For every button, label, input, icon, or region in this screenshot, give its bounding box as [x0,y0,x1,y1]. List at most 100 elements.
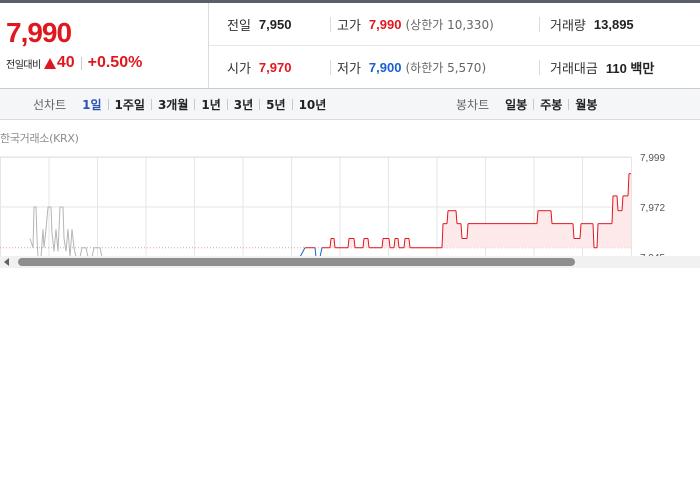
tab-3m[interactable]: 3개월 [157,97,189,112]
divider [330,17,331,32]
current-day-segment [299,247,306,257]
prev-close-label: 전일 [227,18,251,34]
tab-1y[interactable]: 1년 [201,97,221,112]
divider [568,98,570,110]
current-day-segment [455,210,458,224]
divider [291,98,293,110]
chart-scrollbar[interactable] [0,256,700,268]
current-price: 7,990 [6,17,72,48]
current-day-segment [388,238,391,248]
current-day-segment [314,247,317,257]
trade-value-value: 110 백만 [605,60,655,76]
prev-day-series [29,206,112,257]
candle-chart-tabs: 봉차트 일봉 주봉 월봉 [456,89,603,119]
divider [80,56,82,70]
price-summary: 7,990 전일대비 40 +0.50% [0,3,209,88]
prev-close-value: 7,950 [258,16,292,32]
open-label: 시가 [227,61,251,77]
stats-panel: 전일 7,950 고가 7,990 (상한가 10,330) 거래량 13,89… [209,3,700,88]
divider [259,98,261,110]
upper-limit: (상한가 10,330) [405,17,494,32]
divider [539,17,540,32]
current-day-segment [347,238,350,248]
current-day-segment [381,238,384,248]
current-day-segment [550,210,553,224]
divider [107,98,109,110]
current-day-segment [621,195,624,211]
price-chart: 7,999 7,972 7,945 [0,145,700,257]
divider [194,98,196,110]
open-value: 7,970 [258,59,292,75]
current-day-segment [611,195,614,224]
current-day-segment [572,223,575,239]
y-tick-label: 7,945 [640,253,665,257]
scroll-left-arrow-icon[interactable] [4,258,9,266]
divider [533,98,535,110]
current-day-segment [596,223,599,248]
trade-value-label: 거래대금 [550,61,598,77]
up-triangle-icon [43,57,56,69]
current-day-segment [353,238,356,248]
chart-svg: 7,999 7,972 7,945 [0,153,665,257]
candle-chart-label: 봉차트 [456,97,490,112]
change-label: 전일대비 [6,59,41,71]
current-day-segment [329,238,332,248]
trade-value-cell: 거래대금 110 백만 [550,46,654,88]
current-day-segment [446,210,449,224]
line-chart-label: 선차트 [33,97,67,112]
current-day-segment [592,223,595,248]
open-cell: 시가 7,970 [227,46,291,88]
scroll-thumb[interactable] [18,258,575,266]
stats-row-1: 전일 7,950 고가 7,990 (상한가 10,330) 거래량 13,89… [209,3,700,46]
current-day-segment [536,210,539,224]
up-area-fill [300,173,631,248]
high-cell: 고가 7,990 (상한가 10,330) [337,3,494,45]
current-day-segment [362,238,365,248]
divider [330,60,331,75]
current-day-segment [579,223,582,239]
volume-cell: 거래량 13,895 [550,3,634,45]
current-day-segment [616,195,619,211]
stats-row-2: 시가 7,970 저가 7,900 (하한가 5,570) 거래대금 110 백… [209,46,700,88]
top-border [0,0,700,3]
change-value: 40 [56,54,75,71]
change-row: 전일대비 40 +0.50% [6,54,142,72]
high-value: 7,990 [368,16,402,32]
volume-label: 거래량 [550,18,586,34]
low-value: 7,900 [368,59,402,75]
current-day-segment [441,223,444,248]
current-day-segment [403,238,406,248]
tab-weekly-candle[interactable]: 주봉 [540,97,563,112]
current-day-segment [393,238,396,248]
current-day-segment [333,238,336,248]
line-chart-tabs: 선차트 1일 1주일 3개월 1년 3년 5년 10년 [33,89,332,119]
current-day-segment [466,223,469,239]
y-tick-label: 7,999 [640,153,665,164]
tab-daily-candle[interactable]: 일봉 [505,97,528,112]
y-tick-label: 7,972 [640,203,665,214]
current-day-segment [397,238,400,248]
volume-value: 13,895 [593,16,634,32]
tab-3y[interactable]: 3년 [233,97,254,112]
low-cell: 저가 7,900 (하한가 5,570) [337,46,486,88]
tab-10y[interactable]: 10년 [298,97,327,112]
current-day-segment [319,247,323,257]
lower-limit: (하한가 5,570) [405,60,487,75]
chart-tab-bar: 선차트 1일 1주일 3개월 1년 3년 5년 10년 봉차트 일봉 주봉 월봉 [0,88,700,120]
data-source-label: 한국거래소(KRX) [0,132,79,145]
tab-1d[interactable]: 1일 [82,97,102,112]
tab-monthly-candle[interactable]: 월봉 [575,97,598,112]
current-day-segment [408,238,411,248]
change-percent: +0.50% [87,54,143,71]
prev-close-cell: 전일 7,950 [227,3,291,45]
tab-5y[interactable]: 5년 [266,97,286,112]
divider [539,60,540,75]
high-label: 고가 [337,18,361,34]
current-day-segment [627,173,630,196]
divider [150,98,152,110]
low-label: 저가 [337,61,361,77]
current-day-segment [460,223,463,239]
divider [226,98,228,110]
tab-1w[interactable]: 1주일 [114,97,145,112]
current-day-segment [367,238,370,248]
